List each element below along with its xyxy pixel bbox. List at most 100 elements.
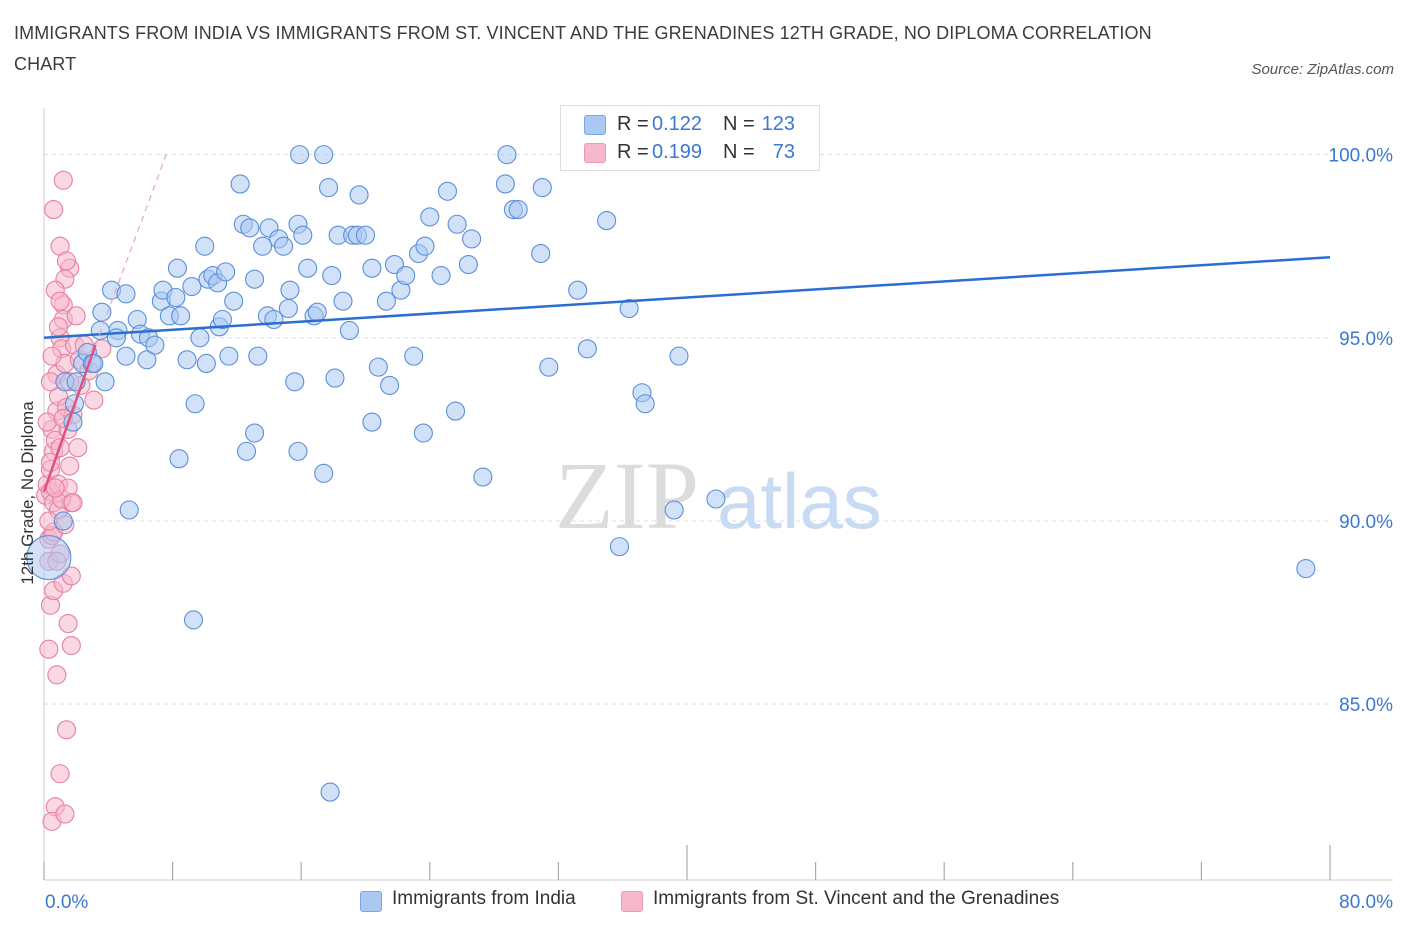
data-point: [196, 353, 216, 374]
data-point: [362, 258, 382, 278]
data-point: [39, 639, 59, 659]
data-point: [339, 320, 359, 341]
trend-line-stvincent: [42, 344, 97, 493]
data-point: [48, 317, 69, 337]
data-point: [322, 265, 342, 286]
data-point: [531, 243, 551, 264]
data-point: [45, 478, 65, 498]
data-point: [236, 441, 257, 461]
data-point: [597, 211, 617, 231]
data-point: [619, 298, 639, 319]
data-point: [706, 489, 726, 509]
data-point: [182, 276, 202, 297]
data-point: [285, 372, 305, 392]
data-point: [349, 185, 369, 205]
data-point: [212, 309, 232, 330]
data-point: [368, 357, 388, 377]
data-point: [245, 423, 265, 443]
data-point: [240, 218, 260, 238]
data-point: [333, 291, 353, 311]
data-point: [362, 412, 382, 432]
data-point: [280, 280, 300, 300]
legend-n-label: N =: [723, 141, 755, 163]
data-point: [325, 368, 345, 388]
data-point: [415, 236, 435, 256]
series-legend-swatch-stvincent: [621, 891, 643, 912]
grid-lines: [44, 154, 1330, 705]
data-point: [53, 170, 73, 190]
data-point: [253, 236, 273, 256]
legend-row-india: R = 0.122 N = 123: [561, 111, 819, 139]
data-point: [61, 635, 81, 656]
data-point: [380, 375, 400, 395]
data-point: [195, 236, 215, 256]
chart-title: IMMIGRANTS FROM INDIA VS IMMIGRANTS FROM…: [14, 23, 1152, 74]
legend-r-label: R =: [617, 113, 649, 135]
data-point: [355, 225, 376, 245]
data-point: [273, 236, 294, 256]
series-legend: Immigrants from India Immigrants from St…: [0, 888, 1406, 918]
data-point: [95, 372, 115, 392]
data-point: [577, 339, 597, 359]
series-legend-swatch-india: [360, 891, 382, 912]
data-point: [568, 280, 588, 300]
data-point: [185, 394, 205, 414]
data-point: [404, 346, 424, 366]
data-point: [230, 174, 250, 194]
series-legend-label-india: Immigrants from India: [392, 888, 576, 909]
data-point: [42, 346, 62, 366]
data-point: [61, 566, 81, 586]
data-point: [437, 181, 458, 201]
y-axis-title: 12th Grade, No Diploma: [18, 401, 37, 585]
data-point: [224, 291, 244, 311]
axis-labels: 100.0% 95.0% 90.0% 85.0% 0.0% 80.0% 12th Grade…: [18, 146, 1393, 913]
data-point: [84, 390, 104, 410]
data-point: [445, 401, 466, 421]
data-point: [497, 145, 517, 165]
data-point: [447, 214, 467, 234]
data-point: [167, 258, 187, 278]
data-point: [532, 178, 552, 198]
data-point: [190, 328, 210, 348]
data-point: [68, 438, 88, 458]
data-point: [420, 207, 440, 227]
data-point: [166, 287, 186, 308]
data-point: [216, 262, 236, 282]
data-point: [458, 254, 478, 275]
data-point: [219, 346, 239, 366]
x-tick-label: 0.0%: [45, 892, 88, 913]
watermark-atlas: atlas: [717, 457, 882, 545]
stats-legend: R = 0.122 N = 123 R = 0.199 N = 73: [560, 105, 820, 171]
watermark: ZIP atlas: [555, 442, 882, 549]
data-point: [119, 500, 139, 520]
data-point: [278, 298, 298, 319]
legend-swatch-india: [584, 115, 606, 135]
legend-n-label: N =: [723, 113, 755, 135]
data-point: [145, 335, 165, 355]
data-point: [26, 535, 72, 581]
legend-r-label: R =: [617, 141, 649, 163]
legend-swatch-stvincent: [584, 143, 606, 163]
data-point: [116, 284, 136, 304]
data-point: [669, 346, 689, 366]
legend-r-value: 0.199: [652, 141, 703, 163]
data-point: [462, 229, 482, 249]
data-point: [137, 350, 157, 370]
data-point: [508, 200, 528, 220]
data-point: [106, 328, 126, 348]
legend-r-value: 0.122: [652, 113, 703, 135]
data-point: [396, 265, 416, 286]
data-point: [53, 511, 73, 531]
data-point: [1296, 559, 1316, 579]
data-point: [50, 764, 70, 784]
data-point: [47, 665, 67, 685]
data-point: [664, 500, 684, 520]
data-point: [431, 265, 451, 286]
legend-n-value: 73: [772, 141, 795, 163]
y-tick-label: 90.0%: [1339, 512, 1393, 533]
y-tick-label: 85.0%: [1339, 695, 1393, 716]
data-point: [298, 258, 318, 278]
data-point: [314, 145, 334, 165]
data-point: [539, 357, 559, 377]
data-point: [63, 493, 83, 513]
